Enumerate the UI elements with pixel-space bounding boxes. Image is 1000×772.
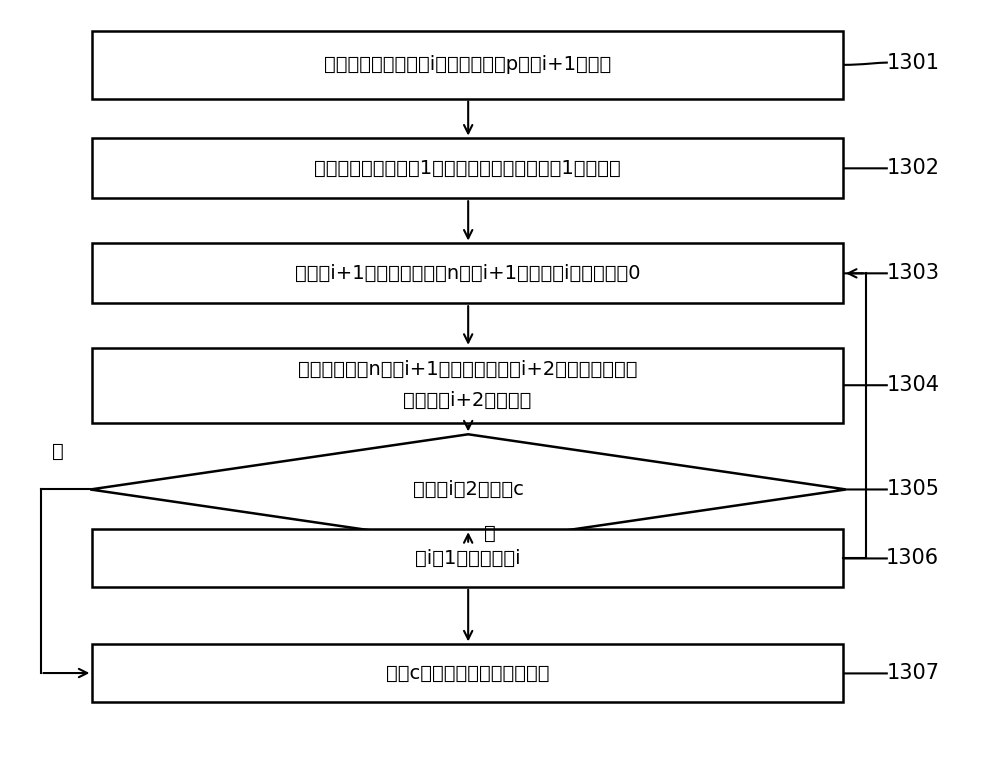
Text: 之间的第i+2级距离值: 之间的第i+2级距离值 — [403, 391, 532, 410]
Text: 1307: 1307 — [886, 663, 939, 683]
FancyBboxPatch shape — [92, 31, 843, 99]
FancyBboxPatch shape — [92, 347, 843, 423]
Text: 1305: 1305 — [886, 479, 939, 499]
Text: 将第c级距离值作为第一距离值: 将第c级距离值作为第一距离值 — [386, 663, 549, 682]
Text: 1304: 1304 — [886, 375, 939, 395]
Text: 1301: 1301 — [886, 52, 939, 73]
Text: 1306: 1306 — [886, 548, 939, 568]
Text: 计算目标点与每个第1级子块的特征点之间的第1级距离值: 计算目标点与每个第1级子块的特征点之间的第1级距离值 — [314, 159, 621, 178]
Text: 选取第i+1级距离值最小的n个第i+1级子块，i的初始值为0: 选取第i+1级距离值最小的n个第i+1级子块，i的初始值为0 — [295, 264, 640, 283]
Text: 将i＋1的值赋值给i: 将i＋1的值赋值给i — [415, 549, 520, 567]
FancyBboxPatch shape — [92, 645, 843, 702]
FancyBboxPatch shape — [92, 530, 843, 587]
Text: 否: 否 — [484, 523, 496, 543]
Polygon shape — [90, 435, 846, 545]
Text: 是: 是 — [52, 442, 63, 461]
Text: 1303: 1303 — [886, 263, 939, 283]
FancyBboxPatch shape — [92, 138, 843, 198]
Text: 判断是i＋2否等于c: 判断是i＋2否等于c — [413, 480, 524, 499]
FancyBboxPatch shape — [92, 243, 843, 303]
Text: 计算目标点与n个第i+1级子块包含的第i+2级子块的特征点: 计算目标点与n个第i+1级子块包含的第i+2级子块的特征点 — [298, 361, 637, 379]
Text: 1302: 1302 — [886, 158, 939, 178]
Text: 将虚拟夹具的每个第i级子块划分为p个第i+1级子块: 将虚拟夹具的每个第i级子块划分为p个第i+1级子块 — [324, 56, 611, 74]
